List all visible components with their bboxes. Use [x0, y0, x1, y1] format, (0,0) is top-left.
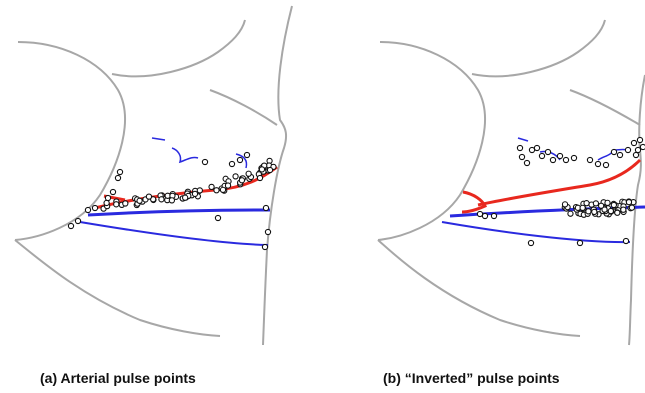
- pulse-point: [214, 214, 222, 222]
- pulse-point: [232, 173, 239, 180]
- pulse-point: [630, 139, 638, 147]
- pulse-point: [238, 177, 246, 184]
- pulse-point: [561, 201, 569, 208]
- pulse-point: [586, 156, 594, 164]
- pulse-point: [228, 160, 236, 168]
- pulse-point: [104, 194, 112, 202]
- pulse-point: [516, 144, 524, 152]
- pulse-point: [583, 200, 590, 207]
- pulse-point: [602, 161, 610, 169]
- pulse-point: [476, 210, 484, 218]
- pulse-point: [538, 152, 546, 160]
- pulse-point: [261, 243, 269, 251]
- pulse-point: [236, 156, 244, 164]
- pulse-point: [556, 152, 564, 160]
- pulse-point: [219, 186, 227, 193]
- pulse-point: [628, 204, 636, 211]
- pulse-point: [610, 148, 618, 156]
- pulse-point: [544, 148, 552, 156]
- pulse-point: [533, 144, 541, 152]
- panel-a: [14, 5, 293, 346]
- pulse-point: [616, 151, 624, 159]
- pulse-point: [264, 228, 272, 236]
- pulse-point: [208, 183, 215, 191]
- pulse-point: [481, 212, 489, 220]
- pulse-point: [113, 201, 120, 208]
- pulse-point: [213, 187, 220, 194]
- caption-panel-a: (a) Arterial pulse points: [40, 370, 196, 386]
- pulse-point: [549, 156, 557, 164]
- hand-outline: [14, 5, 293, 346]
- pulse-point: [607, 207, 614, 215]
- pulse-point: [527, 239, 535, 247]
- pulse-point: [614, 209, 621, 216]
- vein-tributaries: [151, 137, 248, 169]
- pulse-point: [567, 210, 574, 217]
- pulse-points: [476, 136, 645, 247]
- pulse-point: [585, 208, 592, 215]
- pulse-point: [109, 188, 117, 196]
- radial-vein: [87, 208, 271, 217]
- pulse-point: [597, 202, 605, 209]
- pulse-point: [262, 204, 270, 212]
- pulse-point: [168, 197, 176, 204]
- pulse-point: [201, 158, 209, 166]
- pulse-point: [620, 206, 627, 213]
- pulse-point: [84, 206, 92, 214]
- pulse-point: [576, 239, 584, 247]
- pulse-point: [636, 136, 644, 144]
- pulse-point: [601, 206, 608, 213]
- pulse-point: [562, 156, 570, 164]
- pulse-point: [518, 153, 526, 161]
- pulse-point: [136, 197, 143, 204]
- hand-outline: [377, 19, 645, 346]
- pulse-point: [591, 208, 598, 216]
- pulse-point: [604, 199, 611, 206]
- pulse-point: [182, 194, 189, 201]
- pulse-point: [91, 204, 99, 212]
- pulse-point: [245, 170, 252, 177]
- pulse-point: [67, 222, 75, 230]
- pulse-point: [266, 166, 274, 174]
- pulse-point: [592, 200, 600, 207]
- pulse-point: [528, 146, 536, 154]
- pulse-point: [243, 151, 251, 159]
- pulse-point: [570, 154, 578, 162]
- ulnar-vein: [79, 221, 269, 246]
- caption-panel-b: (b) “Inverted” pulse points: [383, 370, 560, 386]
- pulse-point: [191, 190, 199, 198]
- ulnar-vein: [441, 221, 631, 244]
- pulse-point: [256, 174, 264, 182]
- pulse-point: [625, 198, 633, 206]
- pulse-point: [579, 204, 586, 212]
- panel-b: [377, 19, 645, 346]
- pulse-point: [145, 193, 153, 200]
- artery: [461, 158, 642, 214]
- pulse-point: [639, 143, 645, 151]
- pulse-point: [114, 174, 122, 182]
- pulse-point: [116, 168, 124, 176]
- pulse-point: [523, 159, 531, 167]
- pulse-point: [634, 146, 642, 154]
- pulse-point: [74, 217, 82, 225]
- pulse-point: [594, 160, 602, 168]
- pulse-point: [632, 151, 640, 159]
- pulse-points: [67, 151, 277, 251]
- pulse-point: [624, 146, 632, 154]
- pulse-point: [103, 199, 110, 207]
- pulse-point: [622, 237, 630, 245]
- pulse-point: [158, 196, 165, 203]
- pulse-point: [122, 200, 129, 207]
- pulse-point: [196, 187, 203, 194]
- pulse-point: [490, 212, 498, 220]
- pulse-point: [258, 166, 266, 173]
- pulse-point: [224, 182, 232, 189]
- pulse-point: [610, 201, 618, 209]
